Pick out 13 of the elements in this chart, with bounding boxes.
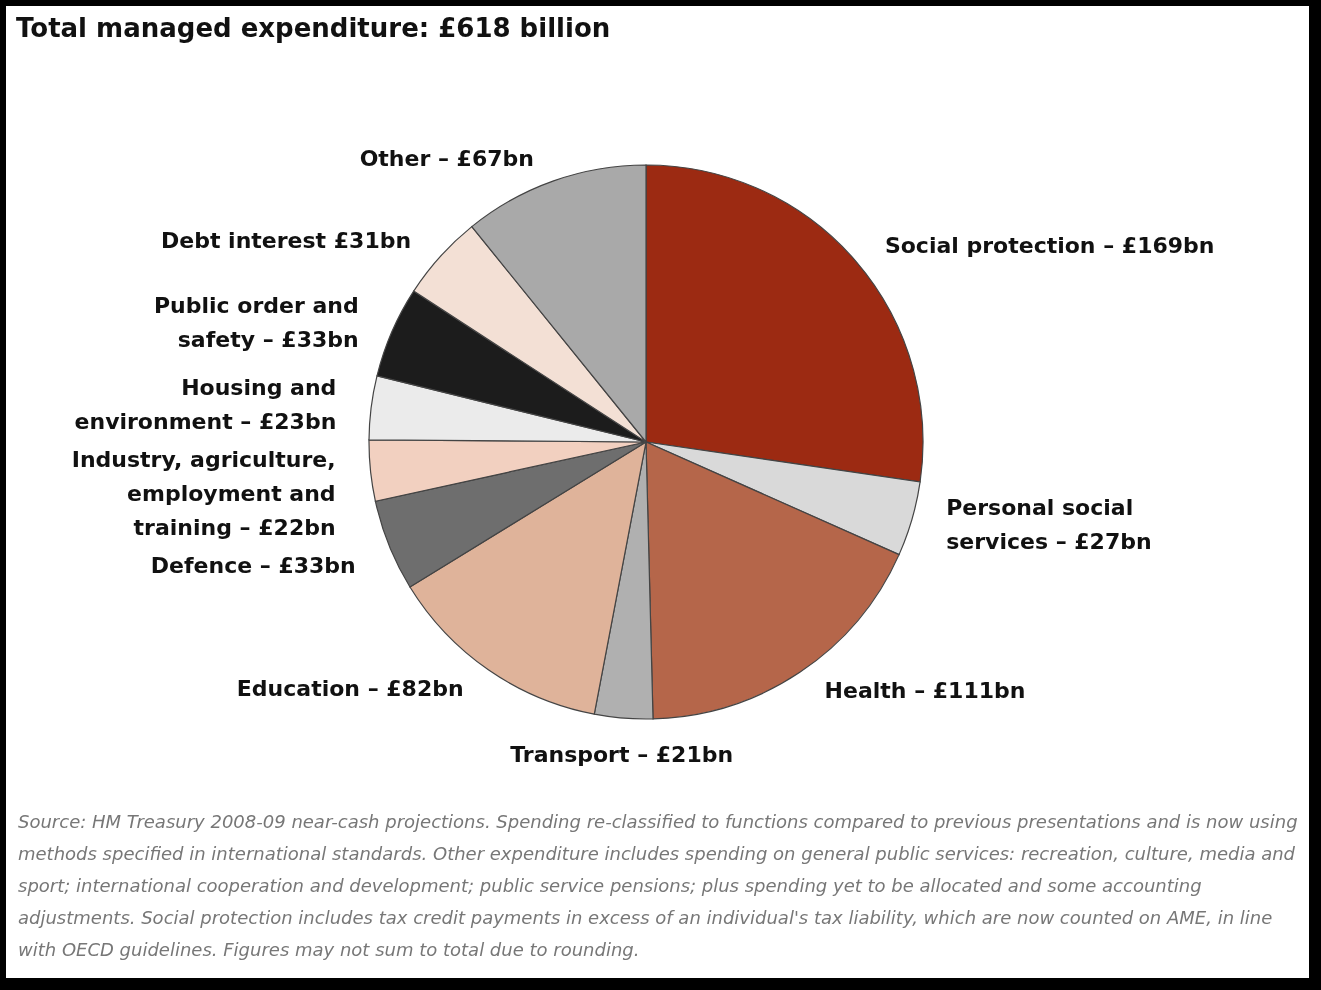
slice-label: Housing and environment – £23bn <box>74 374 337 434</box>
slice-label: Other – £67bn <box>359 146 534 172</box>
slice-label: Public order and safety – £33bn <box>153 292 359 352</box>
slice-label: Debt interest £31bn <box>161 228 412 254</box>
slice-label: Health – £111bn <box>824 678 1026 704</box>
slice-label: Social protection – £169bn <box>884 232 1215 258</box>
slice-label: Personal social services – £27bn <box>946 495 1152 555</box>
slice-label: Industry, agriculture, employment and training – £22bn <box>71 446 336 540</box>
chart-title: Total managed expenditure: £618 billion <box>16 13 611 43</box>
slice-label: Education – £82bn <box>236 675 464 701</box>
slice-label: Transport – £21bn <box>510 742 734 768</box>
source-note: Source: HM Treasury 2008-09 near-cash projections. Spending re-classified to functions compared to previous presentations and is now using methods specified in international standards. Other expenditure includes spending on general public services: recreation, culture, media and sport; international cooperation and development; public service pensions; plus spending yet to be allocated and some accounting adjustments. Social protection includes tax credit payments in excess of an individual's tax liability, which are now counted on AME, in line with OECD guidelines. Figures may not sum to total due to rounding. <box>18 810 1298 962</box>
slice-label: Defence – £33bn <box>150 552 356 578</box>
